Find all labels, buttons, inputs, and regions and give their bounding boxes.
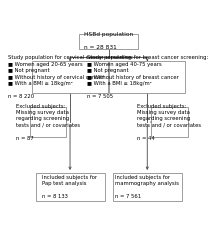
FancyBboxPatch shape bbox=[79, 34, 138, 49]
FancyBboxPatch shape bbox=[151, 107, 188, 137]
FancyBboxPatch shape bbox=[36, 173, 105, 201]
Text: Included subjects for
mammography analysis

n = 7 561: Included subjects for mammography analys… bbox=[115, 175, 179, 199]
Text: Included subjects for
Pap test analysis

n = 8 133: Included subjects for Pap test analysis … bbox=[42, 175, 98, 199]
Text: Study population for breast cancer screening:
■ Women aged 40-75 years
■ Not pre: Study population for breast cancer scree… bbox=[87, 55, 208, 99]
FancyBboxPatch shape bbox=[109, 61, 185, 93]
Text: HSBd population

n = 28 831: HSBd population n = 28 831 bbox=[84, 33, 133, 50]
FancyBboxPatch shape bbox=[30, 107, 66, 137]
Text: Excluded subjects:
Missing survey data
regarding screening
tests and / or covari: Excluded subjects: Missing survey data r… bbox=[16, 104, 80, 140]
FancyBboxPatch shape bbox=[32, 61, 108, 93]
FancyBboxPatch shape bbox=[113, 173, 182, 201]
Text: Excluded subjects:
Missing survey data
regarding screening
tests and / or covari: Excluded subjects: Missing survey data r… bbox=[137, 104, 201, 140]
Text: Study population for cervical cancer screening:
■ Women aged 20-65 years
■ Not p: Study population for cervical cancer scr… bbox=[8, 55, 132, 99]
